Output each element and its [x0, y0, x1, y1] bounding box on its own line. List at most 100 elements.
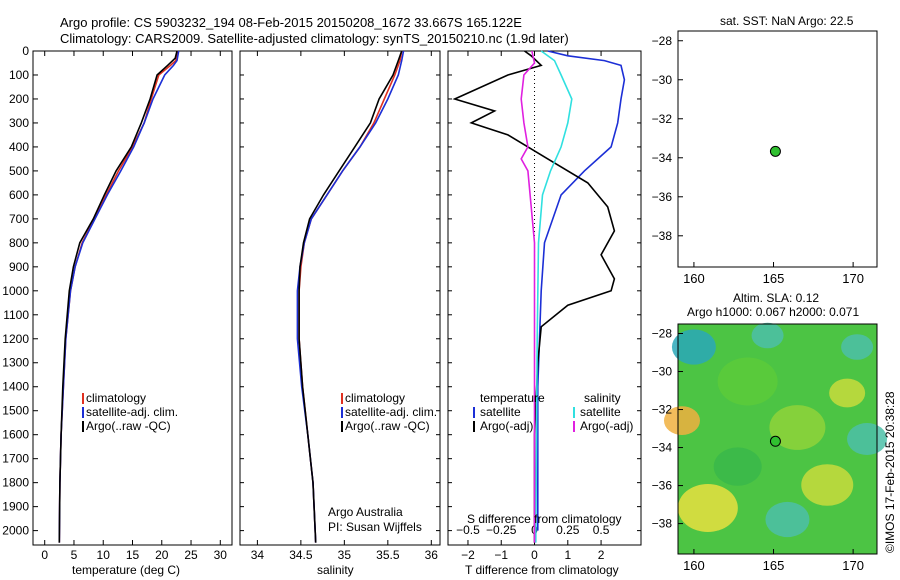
sst_map-ytick-label: −30	[652, 73, 673, 87]
temperature-ytick-label: 900	[9, 260, 29, 274]
temperature-ytick-label: 1800	[2, 476, 29, 490]
sst-map-title: sat. SST: NaN Argo: 22.5	[720, 14, 854, 28]
sla_map-ytick-label: −38	[652, 517, 673, 531]
salinity-xtick-label: 35.5	[376, 548, 400, 562]
annotation-argo-australia: Argo Australia	[328, 505, 403, 519]
salinity-xlabel: salinity	[317, 563, 354, 577]
sst_map-ytick-label: −36	[652, 190, 673, 204]
sla_map-argo-point	[769, 435, 781, 447]
series-line-satellite-adj-clim-	[58, 50, 180, 543]
series-line-satellite-adj-clim-	[296, 50, 405, 543]
difference-xtick-label: 2	[598, 548, 605, 562]
sla-heatmap-cell	[713, 447, 762, 486]
panel-frame-salinity	[239, 50, 441, 546]
temperature-xtick-label: 0	[41, 548, 48, 562]
temp-legend-argo: Argo(..raw -QC)	[86, 419, 171, 433]
temperature-ytick-label: 2000	[2, 524, 29, 538]
sla_map-xtick-label: 160	[683, 558, 705, 573]
difference-xtick-label: −1	[494, 548, 508, 562]
sst_map-ytick-label: −28	[652, 34, 673, 48]
temperature-ytick-label: 300	[9, 116, 29, 130]
watermark: ©IMOS 17-Feb-2015 20:38:28	[883, 391, 897, 553]
temperature-ytick-label: 800	[9, 236, 29, 250]
diff-legend-marker	[473, 407, 475, 418]
sla-map-subtitle: Argo h1000: 0.067 h2000: 0.071	[687, 305, 860, 319]
diff-legend-sal-satellite: satellite	[580, 405, 621, 419]
temperature-ytick-label: 600	[9, 188, 29, 202]
sst_map-xtick-label: 170	[842, 271, 864, 286]
temperature-ytick-label: 1200	[2, 332, 29, 346]
series-line-temperature-argo-adj-	[452, 50, 616, 543]
sal-legend-marker	[341, 393, 343, 404]
sla-heatmap-cell	[829, 378, 866, 408]
temperature-xtick-label: 30	[214, 548, 228, 562]
sal-legend-satellite: satellite-adj. clim.	[345, 405, 438, 419]
temperature-xtick-label: 20	[155, 548, 169, 562]
diff-legend-marker	[573, 421, 575, 432]
temperature-ytick-label: 1700	[2, 452, 29, 466]
panel-frame-temperature	[32, 50, 233, 546]
temperature-ytick-label: 1100	[3, 308, 29, 322]
difference-xtick-top-label: 0.25	[556, 523, 580, 537]
diff-legend-temp-argo: Argo(-adj)	[480, 419, 534, 433]
difference-xtick-top-label: 0.5	[593, 523, 610, 537]
difference-xlabel: T difference from climatology	[465, 563, 619, 577]
temperature-ytick-label: 500	[9, 164, 29, 178]
temperature-ytick-label: 1000	[2, 284, 29, 298]
temp-legend-satellite: satellite-adj. clim.	[86, 405, 179, 419]
series-line-argo-raw-qc-	[298, 50, 403, 543]
temperature-xtick-label: 25	[184, 548, 198, 562]
sal-legend-marker	[341, 421, 343, 432]
sla-heatmap-cell	[717, 357, 778, 406]
sst_map-argo-point	[769, 145, 781, 157]
temperature-ytick-label: 1400	[2, 380, 29, 394]
salinity-xtick-label: 34	[251, 548, 265, 562]
series-line-temperature-satellite	[536, 50, 626, 531]
difference-xlabel-top: S difference from climatology	[467, 512, 622, 526]
map-frame-sst_map	[677, 30, 878, 268]
salinity-xtick-label: 34.5	[289, 548, 313, 562]
sst_map-xtick-label: 160	[683, 271, 705, 286]
sla_map-ytick-label: −30	[652, 365, 673, 379]
series-line-climatology	[298, 50, 403, 543]
temperature-ytick-label: 400	[9, 140, 29, 154]
temperature-ytick-label: 200	[9, 92, 29, 106]
temperature-ytick-label: 100	[9, 68, 29, 82]
temperature-ytick-label: 0	[22, 44, 29, 58]
temp-legend-marker	[82, 393, 84, 404]
header-line-2: Climatology: CARS2009. Satellite-adjuste…	[60, 31, 569, 46]
diff-legend-marker	[573, 407, 575, 418]
sst_map-ytick-label: −34	[652, 151, 673, 165]
sla-heatmap-cell	[751, 322, 784, 349]
series-line-climatology	[58, 50, 179, 543]
sst_map-xtick-label: 165	[763, 271, 785, 286]
temperature-ytick-label: 1500	[2, 404, 29, 418]
panel-frame-difference	[447, 50, 642, 546]
sal-legend-argo: Argo(..raw -QC)	[345, 419, 430, 433]
diff-legend-marker	[473, 421, 475, 432]
temp-legend-marker	[82, 421, 84, 432]
sla-heatmap-cell	[847, 423, 888, 455]
series-line-salinity-argo-adj-	[520, 50, 536, 543]
difference-xtick-label: 1	[564, 548, 571, 562]
sla-heatmap-cell	[663, 406, 700, 435]
sla-heatmap-cell	[769, 405, 826, 450]
sal-legend-climatology: climatology	[345, 391, 406, 405]
sla-heatmap-cell	[671, 329, 716, 365]
sst_map-ytick-label: −32	[652, 112, 673, 126]
difference-xtick-top-label: −0.25	[486, 523, 517, 537]
temperature-ytick-label: 700	[9, 212, 29, 226]
sla-map-title: Altim. SLA: 0.12	[733, 291, 820, 305]
sla_map-xtick-label: 165	[763, 558, 785, 573]
temperature-xlabel: temperature (deg C)	[72, 563, 181, 577]
temp-legend-climatology: climatology	[86, 391, 147, 405]
diff-legend-temperature-title: temperature	[480, 391, 545, 405]
sla-heatmap-cell	[677, 484, 738, 532]
diff-legend-temp-satellite: satellite	[480, 405, 521, 419]
sla_map-ytick-label: −36	[652, 479, 673, 493]
sal-legend-marker	[341, 407, 343, 418]
difference-xtick-top-label: −0.5	[456, 523, 480, 537]
temperature-xtick-label: 10	[97, 548, 111, 562]
sla_map-ytick-label: −34	[652, 441, 673, 455]
